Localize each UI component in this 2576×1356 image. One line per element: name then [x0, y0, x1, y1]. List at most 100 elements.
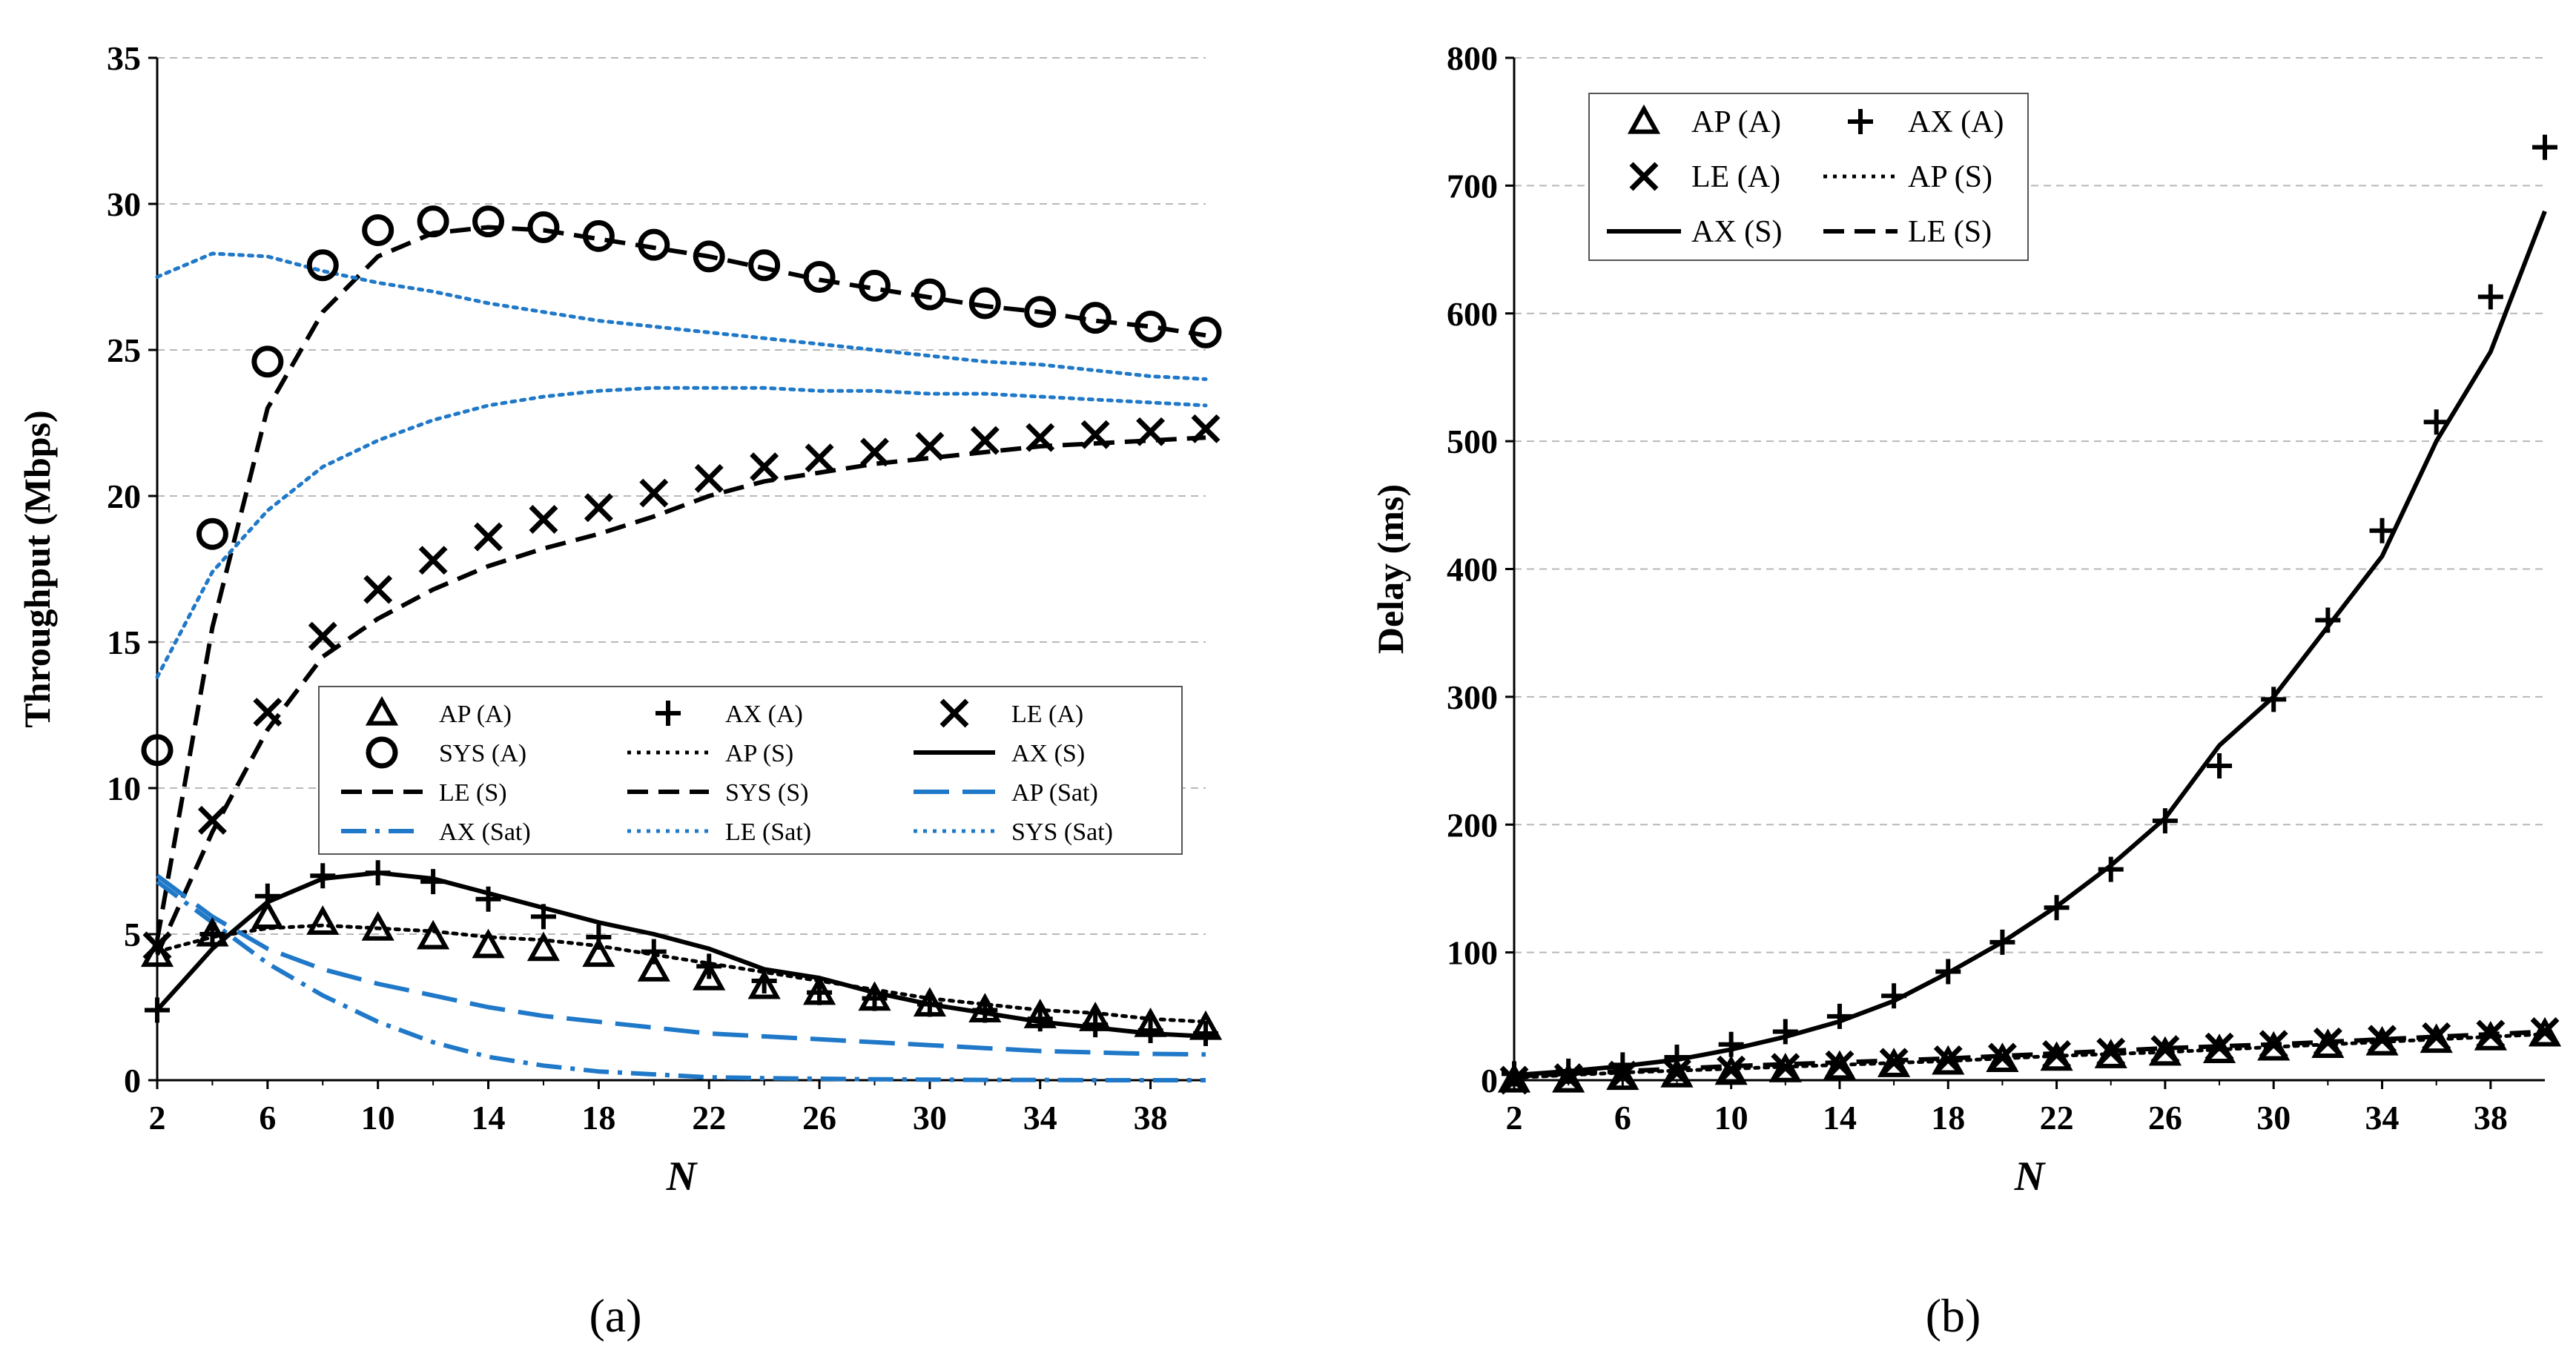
panel-a-y-tick-label-3: 15: [107, 624, 141, 661]
panel-b-legend-label-le-a: LE (A): [1691, 160, 1780, 194]
panel-a-ap-a-point-2: [251, 899, 284, 929]
panel-b-x-tick-label-1: 6: [1614, 1099, 1631, 1137]
panel-b-le-a-point-19-b: [2530, 1017, 2560, 1046]
panel-a-x-tick-label-4: 18: [581, 1099, 615, 1137]
panel-b-legend-label-ap-a: AP (A): [1691, 105, 1781, 139]
panel-b-y-tick-label-7: 700: [1447, 167, 1498, 205]
panel-a-le-a-point-9-b: [639, 478, 669, 508]
panel-a-le-a-point-2-b: [253, 698, 283, 727]
panel-b-series-ax-a: [1502, 134, 2557, 1087]
panel-b-legend-item-ap-a: AP (A): [1627, 104, 1781, 139]
panel-b-y-tick-label-4: 400: [1447, 551, 1498, 589]
panel-a-legend-box: [318, 686, 1183, 855]
panel-a-legend-label-ap-a: AP (A): [439, 701, 512, 728]
panel-a-legend-item-sys-s: SYS (S): [627, 779, 808, 807]
panel-a-series-le-s-line: [155, 435, 1206, 956]
panel-a-ap-a-point-6: [472, 928, 505, 959]
panel-a-ap-a-point-7: [526, 931, 561, 962]
panel-a-sys-a-point-2: [251, 345, 284, 378]
panel-a-legend-item-sys-sat: SYS (Sat): [914, 818, 1113, 846]
panel-a-le-a-point-16-b: [1026, 423, 1055, 452]
panel-a-le-a-point-8: [584, 493, 613, 523]
panel-a-le-a-point-15-b: [970, 426, 1000, 455]
panel-b-ax-a-point-9: [1989, 929, 2015, 955]
panel-b-ap-a-point-19: [2528, 1016, 2562, 1047]
panel-a-sys-a-point-17: [1079, 302, 1112, 334]
panel-a-le-a-point-11-b: [750, 452, 779, 482]
panel-b-ap-a-point-16: [2365, 1025, 2399, 1056]
panel-a-ax-a-point-11: [751, 968, 777, 994]
panel-b-ax-a-point-12: [2152, 808, 2178, 834]
panel-a-ax-a-point-10: [696, 953, 722, 979]
panel-b-le-a-point-1-b: [1553, 1063, 1583, 1093]
panel-b-le-a-point-14-b: [2259, 1030, 2288, 1059]
panel-a-series-le-sat-line: [155, 386, 1208, 679]
panel-a-x-tick-label-6: 26: [802, 1099, 836, 1137]
panel-b-le-a-point-11-b: [2096, 1037, 2126, 1067]
panel-b-le-a-point-5-b: [1771, 1053, 1800, 1082]
panel-b-le-a-point-17: [2422, 1022, 2451, 1051]
panel-b-series-ax-s-line: [1513, 210, 2547, 1078]
panel-b-x-tick-label-6: 26: [2148, 1099, 2182, 1137]
panel-a-ax-a-point-2: [254, 883, 280, 909]
panel-a-le-a-point-7-b: [529, 505, 558, 534]
panel-a-legend-label-ax-sat: AX (Sat): [439, 818, 531, 846]
panel-a-x-tick-label-9: 38: [1134, 1099, 1168, 1137]
panel-a-legend-item-ax-sat: AX (Sat): [341, 818, 531, 846]
panel-a-legend-label-ax-a: AX (A): [725, 701, 803, 728]
panel-b-le-a-point-7-b: [1879, 1048, 1909, 1077]
panel-b-le-a-point-13-b: [2205, 1032, 2234, 1062]
panel-b-le-a-point-12-b: [2150, 1035, 2180, 1065]
panel-a-le-a-point-19-b: [1191, 414, 1221, 443]
panel-b-caption: (b): [1926, 1289, 1981, 1342]
panel-a-legend-item-ax-a: AX (A): [655, 701, 803, 728]
panel-a-series-ax-a: [145, 860, 1218, 1046]
panel-b-ap-a-point-7: [1877, 1048, 1911, 1077]
panel-a-le-a-point-18-b: [1136, 417, 1166, 446]
panel-a-x-tick-label-7: 30: [913, 1099, 947, 1137]
panel-a-sys-a-point-0: [141, 734, 174, 767]
panel-a-le-a-point-10-b: [694, 463, 724, 493]
panel-b-x-tick-label-3: 14: [1823, 1099, 1857, 1137]
panel-b-ax-a-point-16: [2369, 517, 2395, 543]
panel-a-legend-item-le-s: LE (S): [341, 779, 507, 807]
panel-a-x-tick-label-8: 34: [1023, 1099, 1057, 1137]
panel-a-legend-label-ax-s: AX (S): [1011, 740, 1085, 767]
panel-b-le-a-point-15: [2313, 1027, 2342, 1056]
panel-a-ap-a-point-11: [747, 969, 781, 999]
panel-a-legend-item-ax-s: AX (S): [914, 740, 1085, 767]
panel-b-ax-a-point-6: [1826, 1003, 1852, 1029]
panel-a-le-a-point-13: [859, 437, 889, 467]
panel-b-ax-a-point-11: [2098, 856, 2124, 882]
panel-b-le-a-point-4-b: [1717, 1055, 1746, 1085]
panel-a-le-a-point-3-b: [308, 621, 337, 651]
panel-a-sys-a-point-5: [417, 205, 449, 238]
panel-a-legend-label-sys-s: SYS (S): [725, 779, 808, 807]
panel-a-le-a-point-14: [915, 431, 945, 461]
panel-a-le-a-point-1: [197, 805, 227, 835]
panel-a-le-a-point-7: [529, 505, 558, 534]
panel-a-le-a-point-16: [1026, 423, 1055, 452]
panel-a-sys-a-point-13: [858, 269, 891, 302]
panel-a-sys-a-point-1: [196, 517, 228, 550]
panel-a-sys-a-point-16: [1024, 296, 1057, 328]
panel-a-ax-a-point-3: [310, 863, 336, 889]
panel-b-le-a-point-17-b: [2422, 1022, 2451, 1051]
panel-a-sys-a-point-7: [527, 211, 560, 244]
panel-b-ap-a-point-18: [2474, 1020, 2507, 1051]
panel-a-y-tick-label-1: 5: [124, 916, 141, 953]
panel-b-x-tick-label-2: 10: [1714, 1099, 1748, 1137]
panel-b-y-tick-label-8: 800: [1447, 39, 1498, 77]
panel-b-le-a-point-2: [1608, 1060, 1637, 1090]
panel-a-le-a-point-15: [970, 426, 1000, 455]
panel-b-ap-a-point-1: [1552, 1062, 1585, 1093]
panel-a-y-tick-label-0: 0: [124, 1062, 141, 1099]
panel-b-ax-a-point-4: [1718, 1031, 1744, 1057]
panel-b-ax-a-point-15: [2315, 607, 2341, 633]
panel-a-legend-item-ap-s: AP (S): [627, 740, 793, 767]
panel-b-legend-swatch-le-a-b: [1629, 162, 1659, 191]
panel-a-le-a-point-11: [750, 452, 779, 482]
panel-a-y-tick-label-4: 20: [107, 477, 141, 515]
panel-b-le-a-point-18: [2476, 1019, 2506, 1049]
panel-a-le-a-point-10: [694, 463, 724, 493]
